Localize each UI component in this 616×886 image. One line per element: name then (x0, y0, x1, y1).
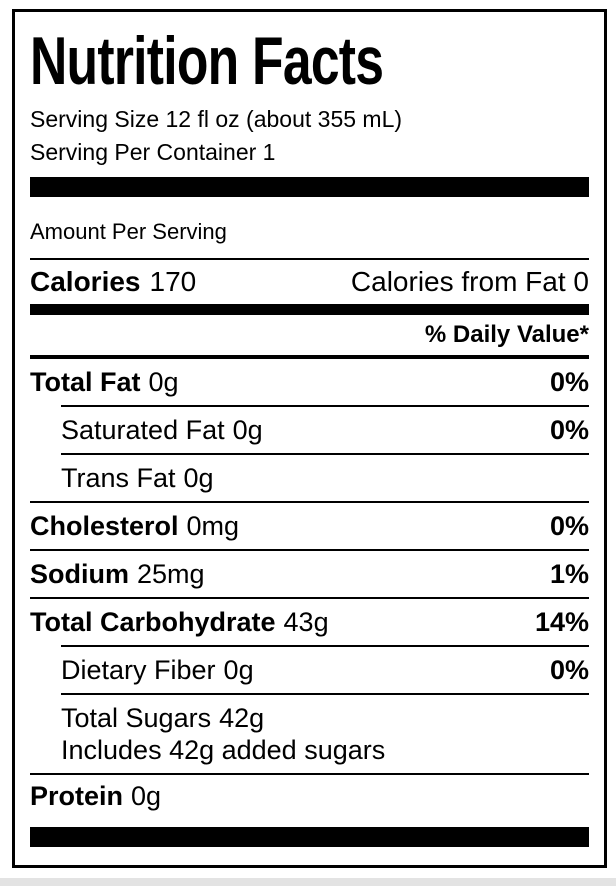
nutrient: Cholesterol 0mg (30, 511, 239, 542)
row-saturated-fat: Saturated Fat 0g 0% (61, 405, 589, 453)
daily-value: 0% (549, 654, 589, 685)
nutrient-name: Dietary Fiber (61, 654, 216, 685)
row-sodium: Sodium 25mg 1% (30, 549, 589, 597)
serving-per-container-text: Serving Per Container 1 (30, 139, 276, 165)
row-total-fat: Total Fat 0g 0% (30, 355, 589, 405)
serving-size-text: Serving Size 12 fl oz (about 355 mL) (30, 106, 403, 132)
nutrient-amount: 0g (223, 654, 254, 685)
medium-separator (30, 304, 589, 315)
nutrient-name: Total Carbohydrate (30, 606, 276, 637)
nutrient-name: Saturated Fat (61, 414, 225, 445)
nutrient-name: Sodium (30, 558, 129, 589)
nutrient: Saturated Fat 0g (61, 415, 263, 446)
nutrition-facts-label: Nutrition Facts Serving Size 12 fl oz (a… (12, 9, 607, 868)
nutrient: Dietary Fiber 0g (61, 655, 254, 686)
row-total-carbohydrate: Total Carbohydrate 43g 14% (30, 597, 589, 645)
row-trans-fat: Trans Fat 0g (61, 453, 589, 501)
daily-value: 1% (549, 558, 589, 589)
nutrient: Sodium 25mg (30, 559, 205, 590)
nutrient-name: Total Sugars (61, 703, 212, 733)
nutrient: Total Sugars 42g (61, 702, 264, 734)
label-title: Nutrition Facts (30, 23, 384, 99)
nutrient-amount: 0mg (186, 510, 240, 541)
calories-value: 170 (149, 266, 197, 297)
thick-separator-bottom (30, 827, 589, 847)
added-sugars-note: Includes 42g added sugars (61, 735, 386, 765)
nutrient: Protein 0g (30, 781, 161, 812)
nutrient-name: Total Fat (30, 366, 141, 397)
daily-value: 0% (549, 414, 589, 445)
calories-row: Calories 170 Calories from Fat 0 (30, 260, 589, 304)
amount-per-serving-heading: Amount Per Serving (30, 197, 589, 260)
row-total-sugars: Total Sugars 42g Includes 42g added sugar… (61, 693, 589, 773)
calories-label: Calories (30, 266, 141, 297)
calories-left: Calories 170 (30, 266, 196, 298)
nutrient: Total Carbohydrate 43g (30, 607, 329, 638)
nutrient: Total Fat 0g (30, 367, 179, 398)
nutrient-amount: 43g (283, 606, 329, 637)
thick-separator-top (30, 177, 589, 197)
row-protein: Protein 0g (30, 773, 589, 817)
daily-value: 14% (534, 606, 589, 637)
calories-from-fat: Calories from Fat 0 (350, 266, 589, 297)
nutrient-name: Trans Fat (61, 462, 176, 493)
nutrient-amount: 0g (131, 780, 162, 811)
nutrient-amount: 25mg (137, 558, 205, 589)
nutrient-amount: 0g (183, 462, 214, 493)
nutrient-amount: 0g (232, 414, 263, 445)
serving-info: Serving Size 12 fl oz (about 355 mL) Ser… (30, 103, 589, 169)
page-bottom-strip (0, 878, 616, 886)
daily-value: 0% (549, 510, 589, 541)
nutrient-name: Protein (30, 780, 124, 811)
row-cholesterol: Cholesterol 0mg 0% (30, 501, 589, 549)
nutrient-amount: 42g (219, 703, 265, 733)
daily-value-header: % Daily Value* (424, 321, 589, 348)
row-dietary-fiber: Dietary Fiber 0g 0% (61, 645, 589, 693)
nutrient-name: Cholesterol (30, 510, 179, 541)
daily-value: 0% (549, 366, 589, 397)
nutrient-amount: 0g (148, 366, 179, 397)
nutrient: Trans Fat 0g (61, 463, 214, 494)
